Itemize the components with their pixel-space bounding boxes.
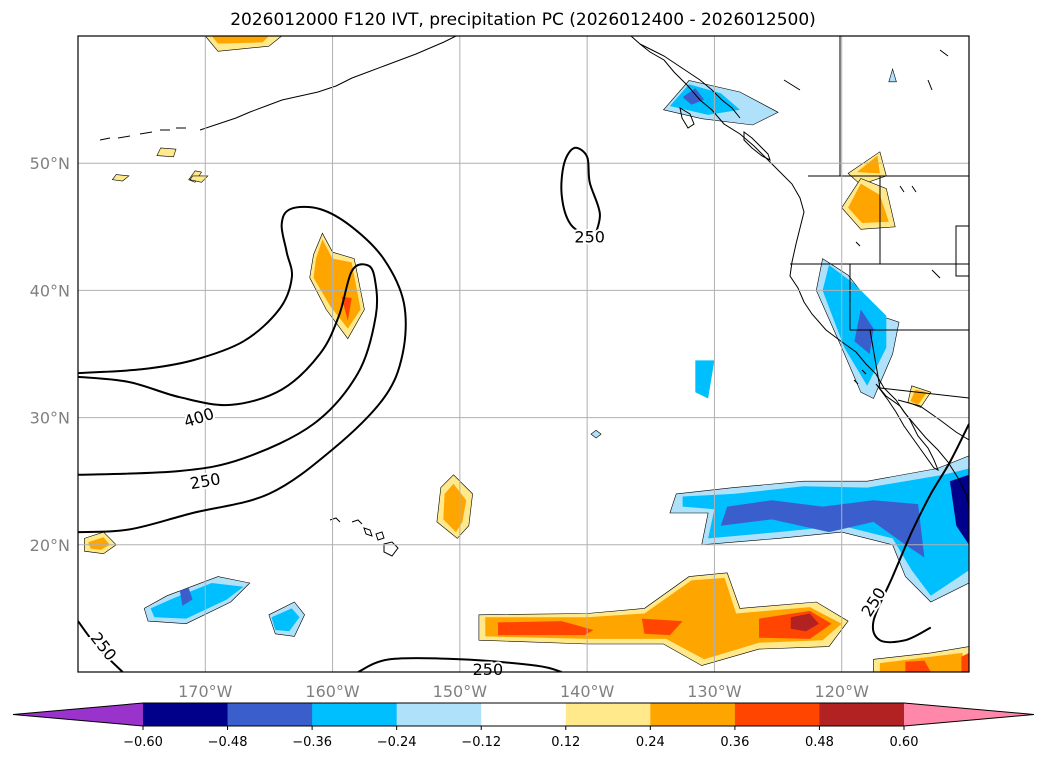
xtick-label-160w: 160°W xyxy=(305,682,360,701)
colorbar-swatch-3 xyxy=(396,703,482,726)
ivt-contour-label-250-north: 250 xyxy=(574,227,605,246)
coastline-layer xyxy=(99,36,969,557)
colorbar-swatch-0 xyxy=(143,703,229,726)
colorbar-ticks xyxy=(142,726,905,730)
precip-region-7 xyxy=(857,155,880,174)
precip-region-45 xyxy=(189,175,209,183)
colorbar-label-p060: 0.60 xyxy=(890,735,919,750)
xtick-label-130w: 130°W xyxy=(687,682,742,701)
precip-region-30 xyxy=(179,588,193,606)
map-plot-area: 400 250 250 250 250 250 xyxy=(77,35,970,681)
precip-region-1 xyxy=(211,36,269,44)
precip-region-34 xyxy=(485,577,842,660)
ivt-contour-250-3 xyxy=(78,620,124,672)
precip-region-42 xyxy=(961,652,969,672)
precip-region-41 xyxy=(905,660,931,672)
ivt-contour-250-1 xyxy=(78,205,407,534)
aleutian-islands-coastline xyxy=(99,127,186,141)
colorbar-label-p024: 0.24 xyxy=(636,735,665,750)
small-islands xyxy=(783,49,949,385)
map-background xyxy=(78,36,969,672)
precipitation-pc-fill-layer xyxy=(84,36,969,672)
ivt-contour-400-0 xyxy=(78,263,379,476)
us-state-borders xyxy=(790,36,969,399)
chart-title: 2026012000 F120 IVT, precipitation PC (2… xyxy=(230,10,816,30)
colorbar-label-p036: 0.36 xyxy=(720,735,749,750)
ytick-label-50n: 50°N xyxy=(30,154,70,173)
precip-region-3 xyxy=(669,84,740,115)
precip-region-46 xyxy=(111,174,130,182)
colorbar-swatch-1 xyxy=(227,703,313,726)
ivt-contour-layer xyxy=(78,146,969,672)
baja-california-coastline xyxy=(875,383,939,472)
xtick-label-170w: 170°W xyxy=(178,682,233,701)
colorbar-label-m060: −0.60 xyxy=(123,735,163,750)
precip-region-15 xyxy=(854,309,874,354)
ytick-label-40n: 40°N xyxy=(30,281,70,300)
precip-region-4 xyxy=(682,88,705,105)
precip-region-9 xyxy=(848,183,889,223)
alaska-panhandle-coastline xyxy=(639,43,741,119)
colorbar-label-m048: −0.48 xyxy=(208,735,248,750)
precip-region-21 xyxy=(443,483,467,533)
colorbar-swatch-5 xyxy=(565,703,651,726)
latitude-tick-labels: 50°N 40°N 30°N 20°N xyxy=(30,154,70,555)
alaska-coastline xyxy=(199,36,457,131)
north-america-coastline xyxy=(630,36,969,507)
precip-region-26 xyxy=(720,500,925,558)
precip-region-12 xyxy=(341,296,352,321)
colorbar-swatch-8 xyxy=(819,703,905,726)
colorbar-extend-high xyxy=(904,703,1034,726)
map-frame xyxy=(77,35,970,673)
ytick-label-30n: 30°N xyxy=(30,409,70,428)
colorbar-label-p012: 0.12 xyxy=(551,735,580,750)
precip-region-35 xyxy=(498,621,594,636)
queen-charlotte-islands-coastline xyxy=(679,106,695,129)
colorbar-tick-labels: −0.60 −0.48 −0.36 −0.24 −0.12 0.12 0.24 … xyxy=(123,735,918,750)
precip-region-5 xyxy=(888,68,897,83)
colorbar-swatch-6 xyxy=(650,703,736,726)
colorbar-extend-low xyxy=(13,703,143,726)
colorbar-swatch-4 xyxy=(481,703,567,726)
precip-region-23 xyxy=(88,537,110,550)
precip-region-25 xyxy=(682,468,969,596)
precip-region-44 xyxy=(156,147,177,158)
precip-region-18 xyxy=(910,389,927,405)
xtick-label-140w: 140°W xyxy=(560,682,615,701)
colorbar-label-m036: −0.36 xyxy=(292,735,332,750)
precip-region-29 xyxy=(150,583,244,619)
colorbar-swatches xyxy=(12,702,1035,727)
colorbar-label-m024: −0.24 xyxy=(377,735,417,750)
lat-lon-gridlines xyxy=(78,36,969,672)
longitude-tick-labels: 170°W 160°W 150°W 140°W 130°W 120°W xyxy=(178,682,869,701)
colorbar-swatch-2 xyxy=(312,703,398,726)
ivt-contour-250-2 xyxy=(560,146,601,241)
colorbar-label-m012: −0.12 xyxy=(461,735,501,750)
ivt-contour-label-250-south: 250 xyxy=(473,660,504,679)
precip-region-38 xyxy=(790,613,819,632)
hawaiian-islands-coastline xyxy=(329,517,399,557)
mexico-border xyxy=(897,399,969,441)
colorbar: −0.60 −0.48 −0.36 −0.24 −0.12 0.12 0.24 … xyxy=(12,702,1035,750)
colorbar-label-p048: 0.48 xyxy=(805,735,834,750)
ivt-contour-250-5 xyxy=(871,423,969,644)
precip-region-36 xyxy=(641,618,683,636)
ytick-label-20n: 20°N xyxy=(30,536,70,555)
colorbar-swatch-7 xyxy=(734,703,820,726)
vancouver-island-coastline xyxy=(743,131,771,161)
xtick-label-150w: 150°W xyxy=(433,682,488,701)
precip-region-14 xyxy=(822,265,887,386)
precip-region-27 xyxy=(949,474,969,545)
xtick-label-120w: 120°W xyxy=(815,682,870,701)
ivt-contour-250-4 xyxy=(357,657,562,672)
precip-region-16 xyxy=(695,360,715,399)
precip-region-19 xyxy=(590,429,602,439)
precip-region-32 xyxy=(271,608,300,632)
